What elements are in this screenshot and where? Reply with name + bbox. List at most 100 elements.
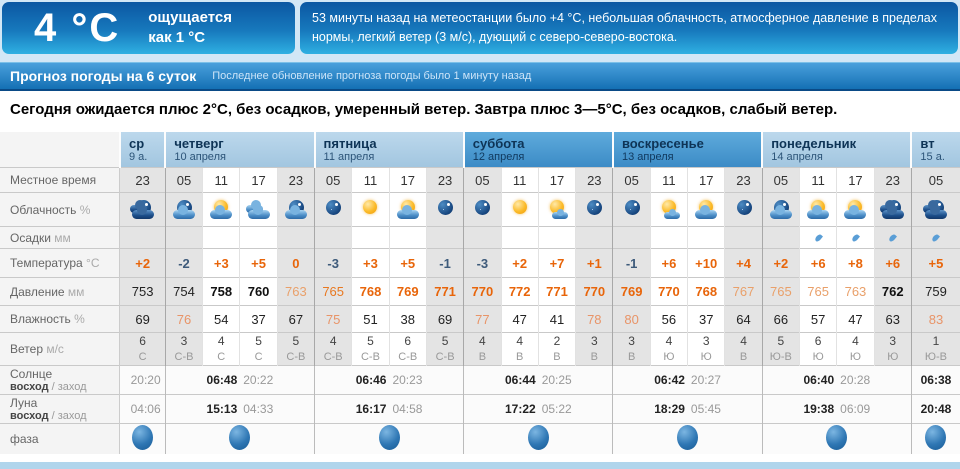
- time-cell: 23: [873, 167, 912, 193]
- wind-cell: 4 С-В: [314, 332, 352, 366]
- humidity-cell: 77: [463, 305, 502, 333]
- moon-phase-icon: [826, 425, 848, 450]
- sun-cloud-icon: [841, 198, 869, 221]
- humidity-cell: 78: [575, 305, 613, 333]
- day-date: 14 апреля: [771, 151, 823, 163]
- sun-cloud-icon: [207, 198, 235, 221]
- precip-cell: [351, 226, 390, 249]
- moon-phase-icon: [677, 425, 699, 450]
- station-summary-block: 53 минуты назад на метеостанции было +4 …: [300, 2, 958, 54]
- moon-cloud-icon: [767, 198, 795, 221]
- cloud-cell: [537, 192, 576, 227]
- sun-cell: 20:20: [119, 365, 166, 395]
- cloud-cell: [836, 192, 875, 227]
- time-cell: 17: [388, 167, 427, 193]
- humidity-cell: 66: [761, 305, 800, 333]
- pressure-cell: 768: [351, 277, 390, 306]
- humidity-cell: 37: [687, 305, 725, 333]
- row-sun: Солнце восход / заход 20:20 06:48 20:22 06:46…: [0, 365, 960, 395]
- feels-like-line1: ощущается: [148, 8, 232, 26]
- time-cell: 17: [537, 167, 576, 193]
- pressure-cell: 770: [463, 277, 502, 306]
- cloud-cell: [910, 192, 960, 227]
- temp-cell: +6: [873, 248, 912, 278]
- humidity-cell: 47: [836, 305, 875, 333]
- cloud-cell: [276, 192, 315, 227]
- day-name: четверг: [174, 136, 224, 151]
- precip-cell: [836, 226, 875, 249]
- sun-cell: 06:40 20:28: [761, 365, 912, 395]
- forecast-title-bar: Прогноз погоды на 6 суток Последнее обно…: [0, 62, 960, 91]
- day-date: 15 а.: [920, 151, 945, 163]
- humidity-cell: 83: [910, 305, 960, 333]
- moon-icon: [618, 198, 646, 221]
- wind-cell: 6 С-В: [388, 332, 427, 366]
- precip-cell: [500, 226, 539, 249]
- cloud-cell: [724, 192, 763, 227]
- precip-cell: [798, 226, 837, 249]
- moon-phase-icon: [925, 425, 947, 450]
- table-corner: [0, 132, 121, 168]
- time-cell: 11: [649, 167, 688, 193]
- cloud-cell: [351, 192, 390, 227]
- precip-cell: [761, 226, 800, 249]
- feels-like-line2: как 1 °С: [148, 29, 206, 46]
- pressure-cell: 753: [119, 277, 166, 306]
- precip-cell: [388, 226, 427, 249]
- phase-cell: [314, 423, 464, 454]
- cloud-cell: [500, 192, 539, 227]
- pressure-cell: 768: [687, 277, 725, 306]
- time-cell: 11: [351, 167, 390, 193]
- day-header-2: четверг 10 апреля: [164, 132, 315, 168]
- pressure-cell: 754: [164, 277, 203, 306]
- temp-cell: +4: [724, 248, 763, 278]
- cloud-cell: [798, 192, 837, 227]
- rain-drop-icon: [931, 233, 941, 243]
- time-cell: 17: [687, 167, 725, 193]
- cloud-cell: [687, 192, 725, 227]
- night-clouds-icon: [879, 198, 907, 221]
- night-clouds-icon: [129, 198, 157, 221]
- row-temp: Температура °С +2 -2 +3 +5 0 -3 +3 +5 -1 -3 +2 +7 +1-…: [0, 248, 960, 278]
- day-name: воскресенье: [621, 136, 704, 151]
- feels-like: ощущается как 1 °С: [120, 8, 232, 49]
- pressure-cell: 770: [649, 277, 688, 306]
- pressure-cell: 758: [202, 277, 240, 306]
- row-label-precip: Осадки мм: [0, 226, 121, 249]
- bottom-strip: [0, 462, 960, 469]
- cloud-cell: [119, 192, 166, 227]
- precip-cell: [463, 226, 502, 249]
- sun-cell: 06:38: [910, 365, 960, 395]
- moon-cloud-icon: [282, 198, 310, 221]
- day-date: 9 а.: [128, 151, 148, 163]
- phase-cell: [612, 423, 763, 454]
- precip-cell: [202, 226, 240, 249]
- temp-cell: +3: [351, 248, 390, 278]
- humidity-cell: 54: [202, 305, 240, 333]
- wind-cell: 1 Ю-В: [910, 332, 960, 366]
- cloud-cell: [202, 192, 240, 227]
- row-time: Местное время 23 05 11 17 23 05 11 17 23 05 11 17 23 0…: [0, 167, 960, 193]
- precip-cell: [612, 226, 651, 249]
- wind-cell: 5 Ю-В: [761, 332, 800, 366]
- temp-cell: -3: [314, 248, 352, 278]
- time-cell: 23: [119, 167, 166, 193]
- precip-cell: [575, 226, 613, 249]
- sun-cloud-icon: [804, 198, 832, 221]
- moon-icon: [468, 198, 496, 221]
- pressure-cell: 767: [724, 277, 763, 306]
- humidity-cell: 51: [351, 305, 390, 333]
- temp-cell: +1: [575, 248, 613, 278]
- day-header-3: пятница 11 апреля: [313, 132, 464, 168]
- pressure-cell: 771: [425, 277, 464, 306]
- temp-cell: +8: [836, 248, 875, 278]
- wind-cell: 5 С-В: [351, 332, 390, 366]
- temp-cell: 0: [276, 248, 315, 278]
- day-date: 11 апреля: [323, 151, 375, 163]
- phase-cell: [761, 423, 912, 454]
- pressure-cell: 759: [910, 277, 960, 306]
